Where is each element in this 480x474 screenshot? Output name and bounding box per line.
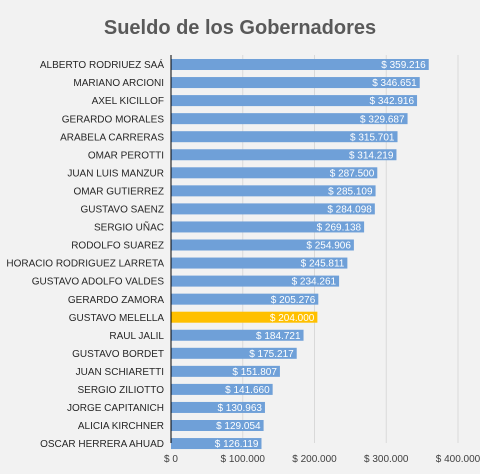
bar-value-label: $ 126.119	[215, 439, 259, 450]
bar	[171, 185, 376, 197]
bar-value-label: $ 284.098	[327, 205, 372, 216]
bar-value-label: $ 342.916	[370, 96, 415, 107]
bar	[171, 311, 318, 323]
category-label: RAUL JALIL	[109, 331, 164, 342]
category-label: JUAN LUIS MANZUR	[67, 168, 164, 179]
bar-value-label: $ 129.054	[216, 421, 261, 432]
bar-value-label: $ 205.276	[271, 295, 316, 306]
category-label: OMAR GUTIERREZ	[73, 186, 164, 197]
bar	[171, 383, 273, 395]
bar-value-label: $ 175.217	[249, 349, 294, 360]
category-label: HORACIO RODRIGUEZ LARRETA	[6, 259, 164, 270]
bar-value-label: $ 204.000	[270, 313, 315, 324]
bar-value-label: $ 346.651	[372, 78, 417, 89]
x-tick-label: $ 300.000	[364, 454, 409, 465]
bar	[171, 239, 354, 251]
bar-value-label: $ 329.687	[360, 114, 405, 125]
category-label: RODOLFO SUAREZ	[71, 241, 164, 252]
category-labels: ALBERTO RODRIUEZ SAÁ MARIANO ARCIONI AXEL …	[6, 58, 164, 450]
bar-value-label: $ 245.811	[301, 259, 345, 270]
bar	[171, 113, 408, 125]
bar	[171, 149, 397, 161]
bar	[171, 203, 375, 215]
bar	[171, 293, 319, 305]
bar	[171, 167, 378, 179]
chart-title: Sueldo de los Gobernadores	[104, 17, 376, 39]
category-label: ARABELA CARRERAS	[60, 132, 164, 143]
bar	[171, 329, 304, 341]
value-labels: $ 359.216 $ 346.651 $ 342.916 $ 329.687 $ 31…	[215, 60, 426, 450]
bar-value-label: $ 234.261	[292, 277, 337, 288]
bar-value-label: $ 254.906	[306, 241, 351, 252]
bar-value-label: $ 184.721	[256, 331, 301, 342]
bar-value-label: $ 151.807	[232, 367, 277, 378]
bar-value-label: $ 141.660	[225, 385, 270, 396]
category-label: OSCAR HERRERA AHUAD	[40, 439, 164, 450]
x-axis-ticks: $ 0 $ 100.000 $ 200.000 $ 300.000 $ 400.000	[164, 454, 480, 465]
bar-value-label: $ 314.219	[349, 150, 394, 161]
category-label: JUAN SCHIARETTI	[76, 367, 164, 378]
category-label: JORGE CAPITANICH	[67, 403, 164, 414]
bar	[171, 77, 420, 89]
category-label: GUSTAVO MELELLA	[69, 313, 165, 324]
bar	[171, 420, 264, 431]
bar	[171, 59, 429, 70]
bar	[171, 275, 340, 287]
category-label: GERARDO ZAMORA	[68, 295, 164, 306]
category-label: GUSTAVO BORDET	[72, 349, 164, 360]
bar-value-label: $ 287.500	[330, 168, 375, 179]
bar-value-label: $ 130.963	[217, 403, 262, 414]
bars	[171, 59, 429, 450]
bar	[171, 438, 262, 450]
category-label: SERGIO ZILIOTTO	[78, 385, 165, 396]
bar	[171, 365, 280, 377]
bar	[171, 221, 365, 233]
category-label: SERGIO UÑAC	[94, 221, 164, 234]
category-label: GERARDO MORALES	[62, 114, 165, 125]
category-label: MARIANO ARCIONI	[73, 78, 164, 89]
bar-value-label: $ 315.701	[350, 132, 395, 143]
category-label: GUSTAVO ADOLFO VALDES	[32, 277, 165, 288]
bar	[171, 347, 297, 359]
bar	[171, 131, 398, 143]
bar	[171, 401, 265, 413]
bar-value-label: $ 285.109	[328, 186, 373, 197]
bar	[171, 95, 418, 107]
x-tick-label: $ 400.000	[436, 454, 480, 465]
bar-value-label: $ 359.216	[381, 60, 426, 71]
category-label: AXEL KICILLOF	[92, 96, 164, 107]
category-label: OMAR PEROTTI	[88, 150, 164, 161]
category-label: GUSTAVO SAENZ	[80, 205, 164, 216]
x-tick-label: $ 0	[164, 454, 178, 465]
x-tick-label: $ 100.000	[221, 454, 266, 465]
bar-value-label: $ 269.138	[317, 223, 362, 234]
x-tick-label: $ 200.000	[292, 454, 337, 465]
category-label: ALBERTO RODRIUEZ SAÁ	[40, 58, 164, 71]
category-label: ALICIA KIRCHNER	[78, 421, 164, 432]
bar	[171, 257, 348, 269]
